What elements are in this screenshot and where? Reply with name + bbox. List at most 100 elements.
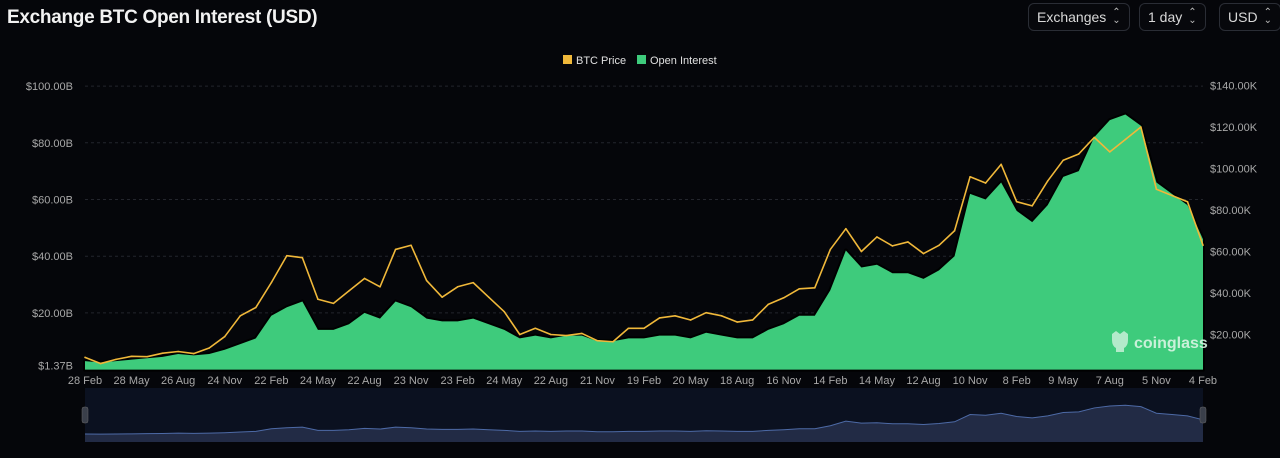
btc-price-point — [798, 288, 801, 290]
btc-price-point — [84, 356, 86, 359]
btc-price-point — [441, 296, 443, 298]
btc-price-point — [581, 332, 583, 335]
btc-price-point — [146, 355, 148, 358]
right-axis-tick: $60.00K — [1210, 247, 1252, 259]
btc-price-point — [99, 362, 102, 365]
exchanges-label: Exchanges — [1037, 9, 1107, 25]
btc-price-point — [317, 298, 319, 301]
x-axis-tick: 28 May — [114, 375, 151, 387]
legend-open-interest[interactable]: Open Interest — [650, 55, 717, 67]
x-axis-tick: 23 Nov — [394, 375, 429, 387]
x-axis-tick: 5 Nov — [1142, 375, 1171, 387]
legend: BTC Price Open Interest — [563, 55, 717, 67]
coinglass-watermark: coinglass — [1112, 331, 1208, 352]
legend-btc-price[interactable]: BTC Price — [576, 55, 626, 67]
right-axis-tick: $120.00K — [1210, 122, 1258, 134]
btc-price-point — [487, 296, 490, 298]
btc-price-point — [736, 321, 738, 323]
chevron-up-down-icon: ⌃ ⌄ — [1188, 7, 1197, 26]
btc-price-point — [1186, 200, 1189, 203]
navigator-area — [85, 405, 1203, 442]
right-axis-tick: $140.00K — [1210, 81, 1258, 93]
x-axis-tick: 10 Nov — [953, 375, 988, 387]
navigator-line — [84, 404, 1204, 435]
btc-price-point — [394, 248, 397, 251]
btc-price-point — [534, 327, 537, 330]
btc-price-point — [1077, 153, 1080, 155]
x-axis-tick: 24 May — [486, 375, 523, 387]
btc-price-point — [208, 347, 211, 349]
btc-price-point — [286, 254, 288, 257]
currency-select[interactable]: USD ⌃ ⌄ — [1219, 3, 1280, 31]
btc-price-point — [705, 311, 707, 314]
btc-price-point — [876, 236, 878, 238]
x-axis-tick: 23 Feb — [441, 375, 475, 387]
open-interest-area-fill — [85, 114, 1203, 370]
btc-price-point — [270, 281, 273, 284]
right-axis-tick: $40.00K — [1210, 288, 1252, 300]
btc-price-point — [1155, 188, 1158, 191]
x-axis-tick: 4 Feb — [1189, 375, 1217, 387]
x-axis-tick: 19 Feb — [627, 375, 661, 387]
btc-price-point — [596, 339, 599, 342]
btc-price-point — [425, 279, 428, 282]
btc-price-point — [1093, 136, 1096, 139]
svg-text:coinglass: coinglass — [1134, 335, 1208, 352]
left-axis-tick: $20.00B — [32, 308, 73, 320]
x-axis-tick: 21 Nov — [580, 375, 615, 387]
navigator-handle-right[interactable] — [1199, 406, 1207, 424]
btc-price-point — [1140, 126, 1142, 128]
btc-price-point — [782, 296, 785, 299]
x-axis-tick: 24 Nov — [207, 375, 242, 387]
x-axis-tick: 12 Aug — [906, 375, 940, 387]
x-axis-tick: 24 May — [300, 375, 337, 387]
x-axis-tick: 22 Aug — [347, 375, 381, 387]
btc-price-point — [922, 252, 925, 255]
btc-price-point — [177, 350, 179, 353]
btc-price-point — [1062, 159, 1065, 161]
btc-price-point — [301, 256, 304, 259]
coinglass-logo-icon — [1112, 331, 1128, 352]
interval-select[interactable]: 1 day ⌃ ⌄ — [1139, 3, 1206, 31]
btc-price-point — [379, 285, 381, 288]
btc-price-point — [689, 319, 692, 321]
x-axis-tick: 22 Aug — [534, 375, 568, 387]
x-axis-tick: 26 Aug — [161, 375, 195, 387]
x-axis-tick: 22 Feb — [254, 375, 288, 387]
x-axis-tick: 9 May — [1048, 375, 1078, 387]
btc-price-point — [161, 352, 164, 354]
left-axis-tick: $40.00B — [32, 251, 73, 263]
navigator-handle-left[interactable] — [81, 406, 89, 424]
btc-price-point — [1015, 200, 1018, 203]
btc-price-point — [674, 315, 676, 317]
chevron-up-down-icon: ⌃ ⌄ — [1112, 7, 1121, 26]
btc-price-point — [938, 244, 940, 247]
btc-price-point — [612, 340, 614, 343]
btc-price-point — [969, 176, 971, 178]
btc-price-point — [907, 241, 909, 243]
btc-price-point — [814, 287, 816, 289]
currency-label: USD — [1228, 9, 1258, 25]
btc-price-point — [565, 334, 568, 337]
x-axis-tick: 8 Feb — [1003, 375, 1031, 387]
x-axis-tick: 16 Nov — [766, 375, 801, 387]
btc-price-point — [1124, 138, 1127, 141]
btc-price-point — [1000, 163, 1002, 166]
btc-price-point — [643, 327, 645, 330]
btc-price-point — [1109, 151, 1111, 153]
btc-price-point — [845, 227, 847, 230]
btc-price-point — [239, 315, 242, 317]
btc-price-point — [1171, 194, 1173, 197]
btc-price-point — [518, 333, 521, 336]
navigator[interactable] — [81, 388, 1207, 442]
btc-price-point — [658, 317, 661, 319]
exchanges-select[interactable]: Exchanges ⌃ ⌄ — [1028, 3, 1130, 31]
right-axis-tick: $80.00K — [1210, 205, 1252, 217]
left-axis-tick: $80.00B — [32, 138, 73, 150]
btc-price-point — [550, 333, 552, 336]
btc-price-point — [410, 244, 412, 247]
btc-price-point — [472, 281, 474, 284]
x-axis-tick: 14 Feb — [813, 375, 847, 387]
btc-price-point — [503, 310, 506, 313]
btc-price-point — [1031, 205, 1033, 207]
